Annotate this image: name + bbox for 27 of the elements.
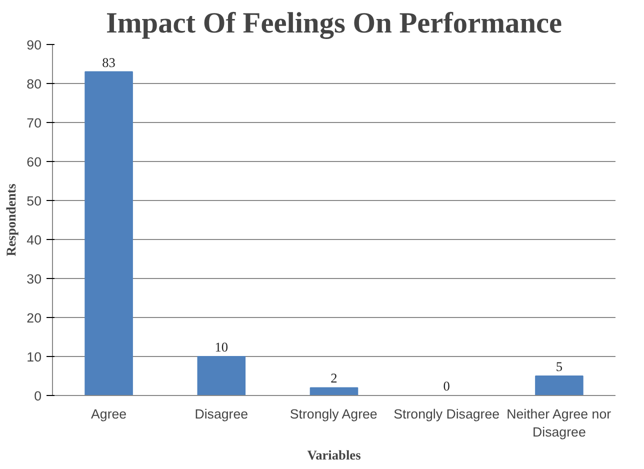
chart-title: Impact Of Feelings On Performance [106, 8, 562, 40]
x-tick-label: Agree [91, 406, 127, 422]
y-tick-label: 70 [26, 116, 42, 130]
y-tick-label: 0 [34, 388, 42, 404]
bar [310, 387, 358, 396]
y-tick-label: 20 [26, 310, 42, 326]
x-axis-title: Variables [307, 448, 361, 462]
data-label: 2 [330, 370, 338, 386]
y-tick-label: 50 [26, 194, 42, 208]
bar [197, 356, 246, 396]
data-label: 10 [214, 340, 228, 354]
data-label: 5 [556, 359, 563, 374]
data-label: 83 [102, 54, 116, 70]
data-label: 0 [443, 378, 450, 394]
y-tick-label: 60 [26, 154, 42, 170]
x-tick-label: Strongly Agree [290, 406, 378, 422]
x-tick-label: Disagree [194, 406, 248, 422]
y-tick-label: 90 [26, 38, 42, 52]
y-tick-label: 40 [26, 232, 42, 248]
bar [535, 376, 584, 396]
bar [84, 71, 133, 396]
x-tick-label: Neither Agree nor Disagree [506, 406, 612, 440]
y-tick-label: 80 [26, 76, 42, 92]
y-tick-label: 30 [26, 272, 42, 286]
y-axis-title: Respondents [4, 184, 19, 256]
x-tick-label: Strongly Disagree [394, 406, 500, 422]
y-tick-label: 10 [26, 350, 42, 364]
